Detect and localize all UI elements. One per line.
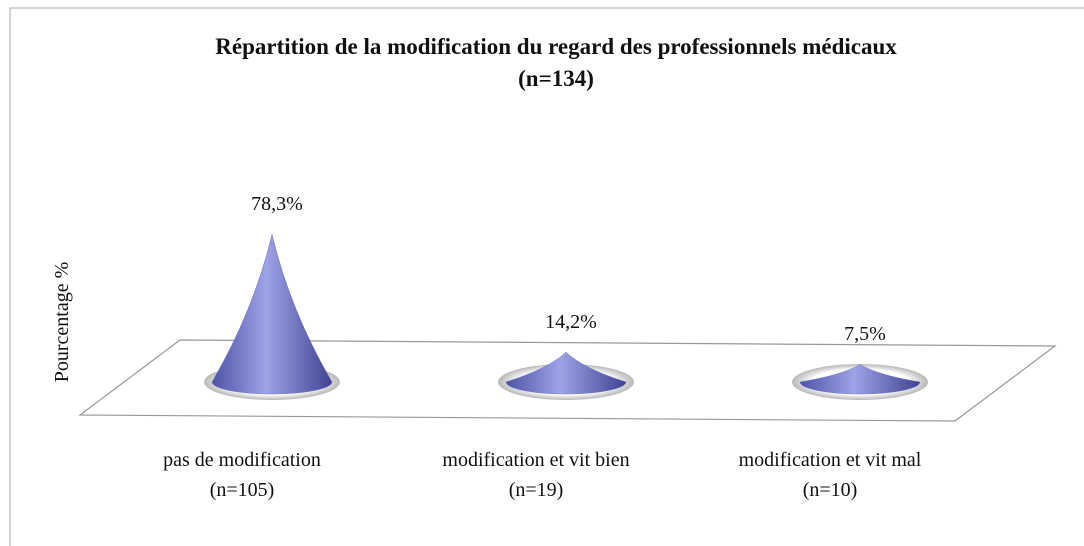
x-tick-label: modification et vit mal bbox=[739, 449, 922, 471]
x-tick-label: modification et vit bien bbox=[442, 449, 629, 471]
x-tick-label: pas de modification bbox=[163, 449, 321, 471]
x-tick-label: (n=105) bbox=[210, 479, 275, 501]
x-tick-label: (n=19) bbox=[509, 479, 564, 501]
value-label: 14,2% bbox=[545, 311, 597, 333]
frame bbox=[9, 7, 1084, 546]
cone bbox=[211, 234, 333, 395]
value-label: 78,3% bbox=[251, 193, 303, 215]
cone bbox=[799, 364, 921, 395]
cone bbox=[505, 351, 627, 395]
x-tick-label: (n=10) bbox=[803, 479, 858, 501]
value-label: 7,5% bbox=[844, 323, 886, 345]
chart-subtitle: (n=134) bbox=[518, 66, 594, 91]
chart-title: Répartition de la modification du regard… bbox=[215, 34, 897, 59]
y-axis-label: Pourcentage % bbox=[51, 262, 73, 383]
